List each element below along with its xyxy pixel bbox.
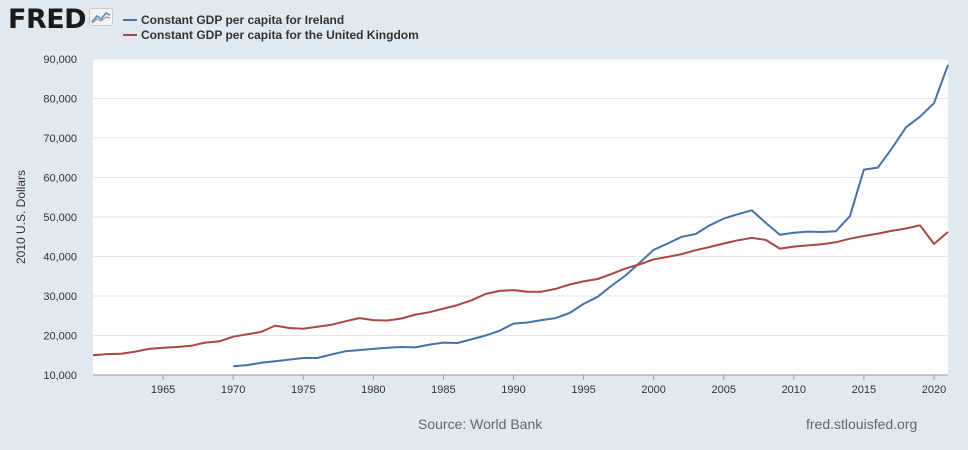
x-tick-label: 1990 — [501, 384, 525, 396]
fred-logo[interactable]: FRED — [8, 4, 114, 35]
y-tick-label: 10,000 — [43, 370, 77, 382]
fred-logo-text: FRED — [8, 4, 87, 35]
y-tick-label: 50,000 — [43, 212, 77, 224]
fred-url-link[interactable]: fred.stlouisfed.org — [806, 416, 918, 432]
legend-item-ireland[interactable]: Constant GDP per capita for Ireland — [123, 12, 419, 27]
x-tick-label: 1985 — [431, 384, 455, 396]
legend-swatch-ireland — [123, 18, 137, 21]
line-chart-icon — [89, 8, 114, 31]
x-tick-label: 2020 — [922, 384, 946, 396]
x-tick-label: 1970 — [221, 384, 245, 396]
legend-item-uk[interactable]: Constant GDP per capita for the United K… — [123, 27, 419, 42]
chart-legend: Constant GDP per capita for Ireland Cons… — [123, 12, 419, 42]
x-tick-label: 2010 — [782, 384, 806, 396]
x-tick-label: 1980 — [361, 384, 385, 396]
source-note: Source: World Bank — [418, 416, 543, 432]
x-tick-label: 1965 — [151, 384, 175, 396]
x-tick-label: 1975 — [291, 384, 315, 396]
series-line-ireland — [233, 64, 949, 368]
series-line-uk — [92, 224, 949, 357]
legend-swatch-uk — [123, 33, 137, 36]
x-tick-label: 1995 — [571, 384, 595, 396]
y-tick-label: 70,000 — [43, 133, 77, 145]
x-tick-label: 2015 — [852, 384, 876, 396]
y-tick-label: 30,000 — [43, 291, 77, 303]
x-tick-label: 2005 — [711, 384, 735, 396]
legend-label-ireland: Constant GDP per capita for Ireland — [141, 12, 345, 27]
y-tick-label: 60,000 — [43, 173, 77, 185]
x-tick-label: 2000 — [641, 384, 665, 396]
y-tick-label: 90,000 — [43, 54, 77, 66]
y-tick-label: 20,000 — [43, 331, 77, 343]
legend-label-uk: Constant GDP per capita for the United K… — [141, 27, 419, 42]
y-tick-label: 80,000 — [43, 94, 77, 106]
y-tick-label: 40,000 — [43, 252, 77, 264]
